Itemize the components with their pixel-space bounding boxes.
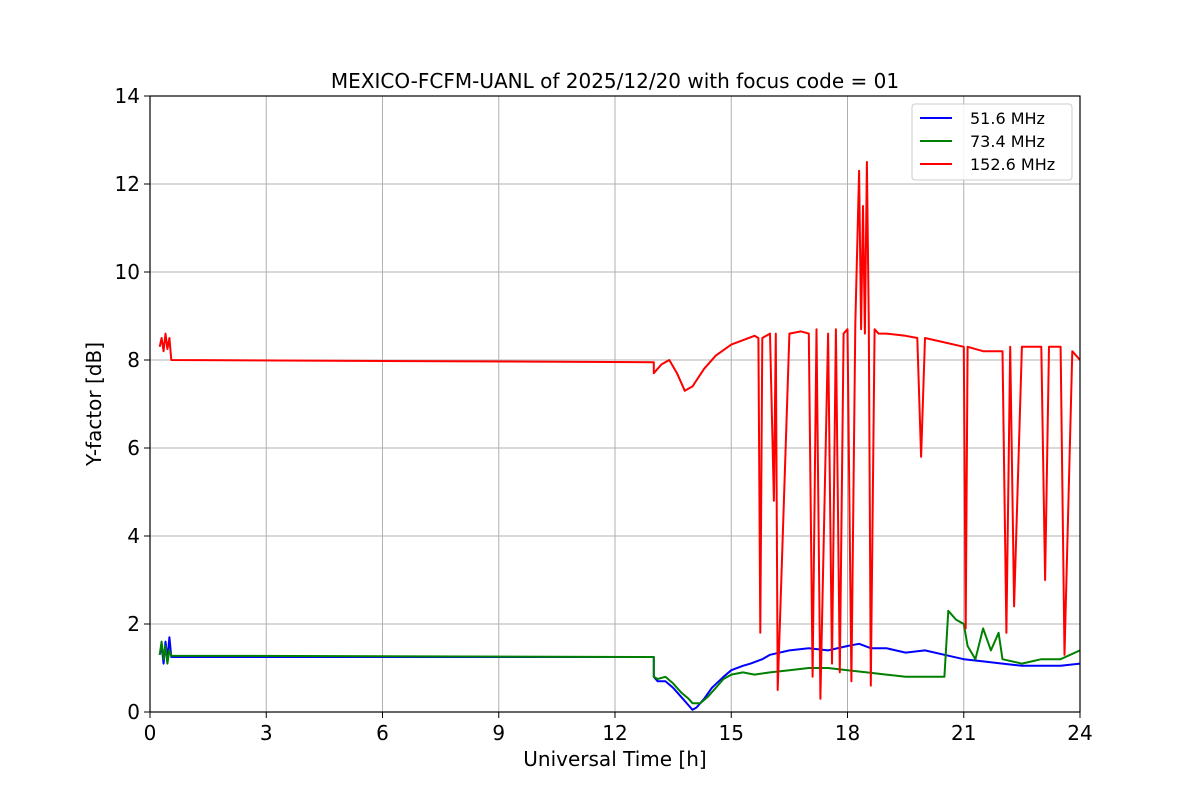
x-tick-label: 18 bbox=[835, 721, 860, 745]
x-tick-label: 6 bbox=[376, 721, 389, 745]
chart-title: MEXICO-FCFM-UANL of 2025/12/20 with focu… bbox=[331, 69, 899, 93]
y-tick-label: 10 bbox=[115, 260, 140, 284]
y-tick-label: 6 bbox=[127, 436, 140, 460]
legend-entry-label: 152.6 MHz bbox=[970, 155, 1055, 174]
x-tick-label: 15 bbox=[719, 721, 744, 745]
y-tick-label: 4 bbox=[127, 524, 140, 548]
y-tick-label: 8 bbox=[127, 348, 140, 372]
x-tick-label: 12 bbox=[602, 721, 627, 745]
x-tick-label: 9 bbox=[492, 721, 505, 745]
x-tick-label: 21 bbox=[951, 721, 976, 745]
y-tick-label: 0 bbox=[127, 700, 140, 724]
y-tick-label: 2 bbox=[127, 612, 140, 636]
y-axis-label: Y-factor [dB] bbox=[82, 342, 106, 467]
y-tick-label: 14 bbox=[115, 84, 140, 108]
x-tick-label: 24 bbox=[1067, 721, 1092, 745]
y-tick-label: 12 bbox=[115, 172, 140, 196]
legend: 51.6 MHz 73.4 MHz 152.6 MHz bbox=[912, 104, 1072, 180]
x-tick-label: 3 bbox=[260, 721, 273, 745]
x-axis-label: Universal Time [h] bbox=[523, 747, 706, 771]
legend-entry-label: 51.6 MHz bbox=[970, 109, 1045, 128]
legend-entry-label: 73.4 MHz bbox=[970, 132, 1045, 151]
x-tick-label: 0 bbox=[144, 721, 157, 745]
